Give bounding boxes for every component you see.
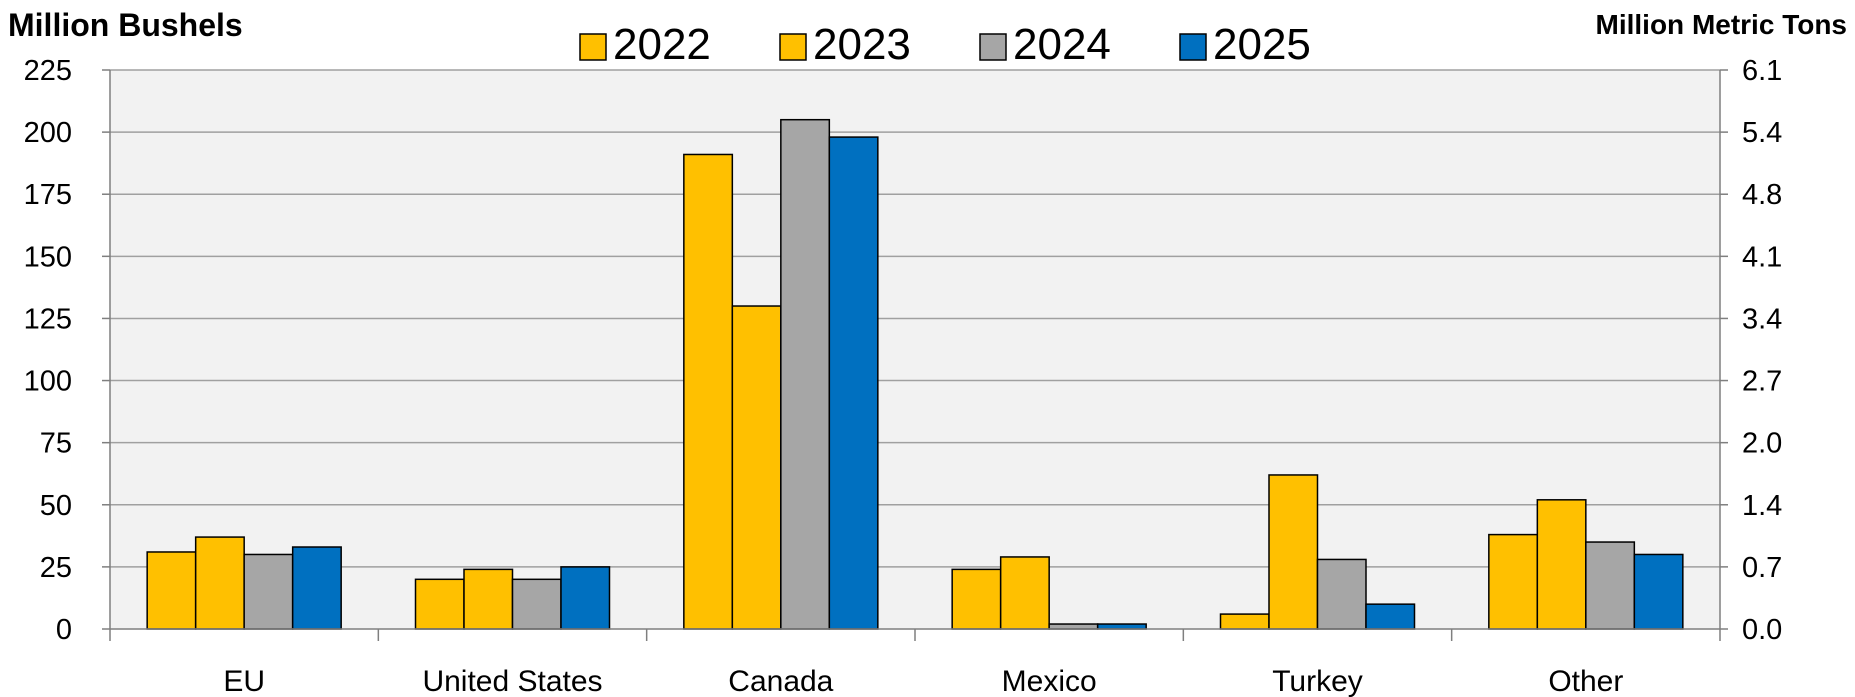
legend-swatch-2025 — [1179, 33, 1207, 61]
legend-label-2022: 2022 — [613, 20, 711, 69]
right-tick-label: 4.1 — [1742, 241, 1782, 273]
left-tick-label: 50 — [40, 490, 72, 522]
bar-2024-eu — [243, 553, 294, 630]
bar-2025-canada — [828, 136, 879, 630]
plot-area — [110, 70, 1720, 629]
bar-2023-eu — [194, 536, 245, 630]
left-tick-label: 25 — [40, 552, 72, 584]
bar-2024-canada — [780, 118, 831, 630]
bar-2022-united-states — [414, 578, 465, 630]
right-tick-label: 0.0 — [1742, 614, 1782, 646]
legend-swatch-2023 — [779, 33, 807, 61]
legend-label-2025: 2025 — [1213, 20, 1311, 69]
bar-2025-other — [1633, 553, 1684, 630]
bar-2025-united-states — [560, 566, 611, 630]
left-axis-title: Million Bushels — [8, 7, 243, 43]
bars — [146, 118, 1684, 630]
x-tick-label: EU — [223, 665, 265, 697]
x-tick-label: Mexico — [1002, 665, 1097, 697]
right-tick-label: 6.1 — [1742, 55, 1782, 87]
bar-2024-other — [1585, 541, 1636, 630]
bar-2023-turkey — [1268, 474, 1319, 630]
right-tick-label: 4.8 — [1742, 179, 1782, 211]
left-tick-label: 225 — [24, 55, 72, 87]
right-tick-label: 2.7 — [1742, 366, 1782, 398]
left-tick-label: 125 — [24, 303, 72, 335]
bar-2023-mexico — [999, 556, 1050, 630]
left-tick-label: 0 — [56, 614, 72, 646]
left-tick-label: 100 — [24, 366, 72, 398]
bar-2023-united-states — [463, 568, 514, 630]
legend-label-2023: 2023 — [813, 20, 911, 69]
right-tick-label: 5.4 — [1742, 117, 1782, 149]
x-axis-labels: EU United States Canada Mexico Turkey Other — [109, 629, 1721, 697]
bar-2024-united-states — [511, 578, 562, 630]
bar-2023-other — [1536, 499, 1587, 630]
right-tick-label: 3.4 — [1742, 303, 1782, 335]
bar-2022-eu — [146, 551, 197, 630]
right-axis-title: Million Metric Tons — [1596, 9, 1847, 40]
legend-label-2024: 2024 — [1013, 20, 1111, 69]
left-axis-ticks: 0 25 50 75 100 125 150 175 200 225 — [24, 55, 110, 646]
x-tick-label: Other — [1548, 665, 1623, 697]
legend-swatch-2022 — [579, 33, 607, 61]
bar-2025-eu — [291, 546, 342, 630]
left-tick-label: 175 — [24, 179, 72, 211]
bar-2022-turkey — [1219, 613, 1270, 630]
right-axis-ticks: 0.0 0.7 1.4 2.0 2.7 3.4 4.1 4.8 5.4 6.1 — [1720, 55, 1782, 646]
bar-2025-turkey — [1365, 603, 1416, 630]
x-tick-label: United States — [422, 665, 602, 697]
legend: 2022 2023 2024 2025 — [579, 20, 1311, 69]
left-tick-label: 75 — [40, 428, 72, 460]
right-tick-label: 1.4 — [1742, 490, 1782, 522]
bar-2023-canada — [731, 305, 782, 630]
bar-2024-turkey — [1316, 558, 1367, 630]
bar-2022-other — [1488, 533, 1539, 630]
right-tick-label: 2.0 — [1742, 428, 1782, 460]
gridlines — [110, 69, 1720, 568]
right-tick-label: 0.7 — [1742, 552, 1782, 584]
bar-2022-canada — [683, 153, 734, 630]
legend-swatch-2024 — [979, 33, 1007, 61]
left-tick-label: 150 — [24, 241, 72, 273]
bar-2022-mexico — [951, 568, 1002, 630]
x-tick-label: Canada — [728, 665, 833, 697]
x-tick-label: Turkey — [1272, 665, 1363, 697]
left-tick-label: 200 — [24, 117, 72, 149]
